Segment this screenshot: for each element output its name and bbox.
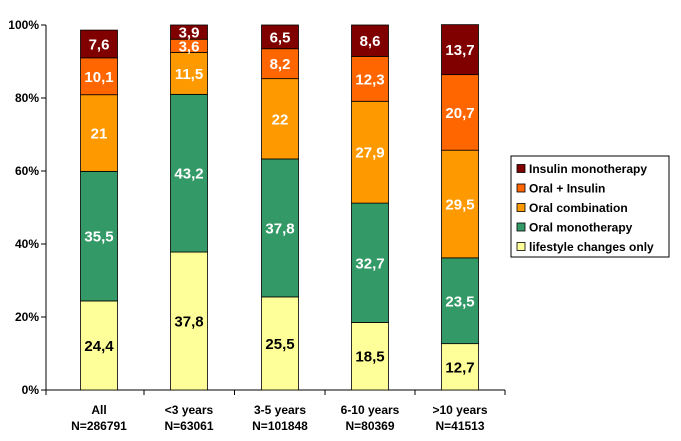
data-label: 35,5 — [84, 229, 113, 246]
y-tick-label: 60% — [15, 164, 39, 178]
legend-item: Oral monotherapy — [516, 221, 633, 235]
bar-segment — [441, 343, 479, 391]
bar-segment — [261, 78, 299, 160]
data-label: 37,8 — [265, 220, 294, 237]
data-label: 25,5 — [265, 336, 294, 353]
bar-stack: 24,4 35,5 21 10,1 7,6 — [80, 29, 118, 391]
bar-segment — [80, 170, 118, 302]
bar-stack: 12,7 23,5 29,5 20,7 13,7 — [441, 24, 479, 391]
x-tick-label: N=286791 — [71, 419, 127, 433]
legend-box — [510, 155, 670, 258]
data-label: 24,4 — [84, 338, 114, 355]
x-tick-label: 3-5 years — [254, 403, 306, 417]
data-label: 27,9 — [355, 145, 384, 162]
bar-segment — [170, 51, 208, 95]
x-tick-label: All — [91, 403, 106, 417]
y-tick-label: 100% — [8, 18, 39, 32]
x-tick-label: N=41513 — [435, 419, 484, 433]
legend-item: Oral + Insulin — [516, 182, 605, 196]
legend-swatch — [516, 203, 526, 212]
data-label: 43,2 — [174, 166, 203, 183]
y-tick-label: 80% — [15, 91, 39, 105]
legend: Insulin monotherapy Oral + Insulin Oral co… — [510, 155, 670, 258]
x-tick-label: N=101848 — [252, 419, 308, 433]
bar-segment — [441, 24, 479, 76]
axes: 0% 20% 40% 60% 80% 100% — [8, 18, 506, 397]
data-label: 7,6 — [89, 36, 110, 53]
legend-label: Insulin monotherapy — [529, 162, 647, 176]
legend-swatch — [516, 242, 526, 251]
bar-stack: 37,8 43,2 11,5 3,63,9 — [170, 24, 208, 391]
bar-segment — [441, 74, 479, 151]
bars: 24,4 35,5 21 10,1 7,6 37,8 43,2 11,5 3,63,9 25,5 3… — [80, 24, 479, 391]
data-label: 6,5 — [270, 29, 291, 46]
legend-label: Oral + Insulin — [529, 182, 605, 196]
legend-label: Oral monotherapy — [529, 221, 633, 235]
legend-swatch — [516, 222, 526, 232]
bar-segment — [170, 251, 208, 391]
y-tick-label: 0% — [22, 383, 40, 397]
data-label: 32,7 — [355, 255, 384, 272]
bar-segment — [441, 257, 479, 345]
bar-segment — [170, 24, 208, 40]
bar-segment — [80, 29, 118, 59]
data-label: 3,6 — [179, 38, 200, 55]
data-label: 12,7 — [445, 359, 474, 376]
data-label: 12,3 — [355, 71, 384, 88]
legend-label: Oral combination — [529, 201, 628, 215]
data-label: 20,7 — [445, 105, 474, 122]
bar-segment — [441, 149, 479, 259]
x-tick-label: >10 years — [432, 403, 487, 417]
data-label: 10,1 — [84, 69, 113, 86]
data-label: 21 — [91, 126, 108, 143]
data-label: 8,2 — [270, 56, 291, 73]
legend-label: lifestyle changes only — [529, 240, 654, 254]
bar-segment — [170, 93, 208, 253]
bar-segment — [351, 24, 389, 57]
data-label: 18,5 — [355, 349, 384, 366]
legend-item: Oral combination — [516, 201, 628, 215]
y-tick-label: 20% — [15, 310, 39, 324]
bar-segment — [351, 322, 389, 391]
data-label: 23,5 — [445, 293, 474, 310]
legend-item: lifestyle changes only — [516, 240, 654, 254]
legend-swatch — [516, 164, 526, 173]
x-tick-label: N=63061 — [164, 419, 213, 433]
data-label: 37,8 — [174, 314, 203, 331]
data-label: 22 — [272, 111, 289, 128]
x-tick-label: N=80369 — [345, 419, 394, 433]
x-axis-labels: All N=286791 <3 years N=63061 3-5 years N=101… — [71, 403, 488, 433]
bar-segment — [351, 55, 389, 102]
data-label: 11,5 — [175, 66, 203, 83]
data-label: 3,9 — [179, 25, 200, 42]
bar-segment — [261, 48, 299, 80]
bar-segment — [261, 24, 299, 50]
data-label: 8,6 — [360, 33, 381, 50]
y-tick-label: 40% — [15, 237, 39, 251]
x-tick-label: 6-10 years — [341, 403, 400, 417]
x-tick-label: <3 years — [165, 403, 214, 417]
data-label: 29,5 — [445, 197, 474, 214]
bar-stack: 18,5 32,7 27,9 12,3 8,6 — [351, 24, 389, 391]
bar-stack: 25,5 37,8 22 8,2 6,5 — [261, 24, 299, 391]
bar-segment — [80, 300, 118, 391]
legend-swatch — [516, 183, 526, 193]
bar-segment — [351, 100, 389, 204]
data-label: 13,7 — [445, 42, 474, 59]
legend-item: Insulin monotherapy — [516, 162, 647, 176]
